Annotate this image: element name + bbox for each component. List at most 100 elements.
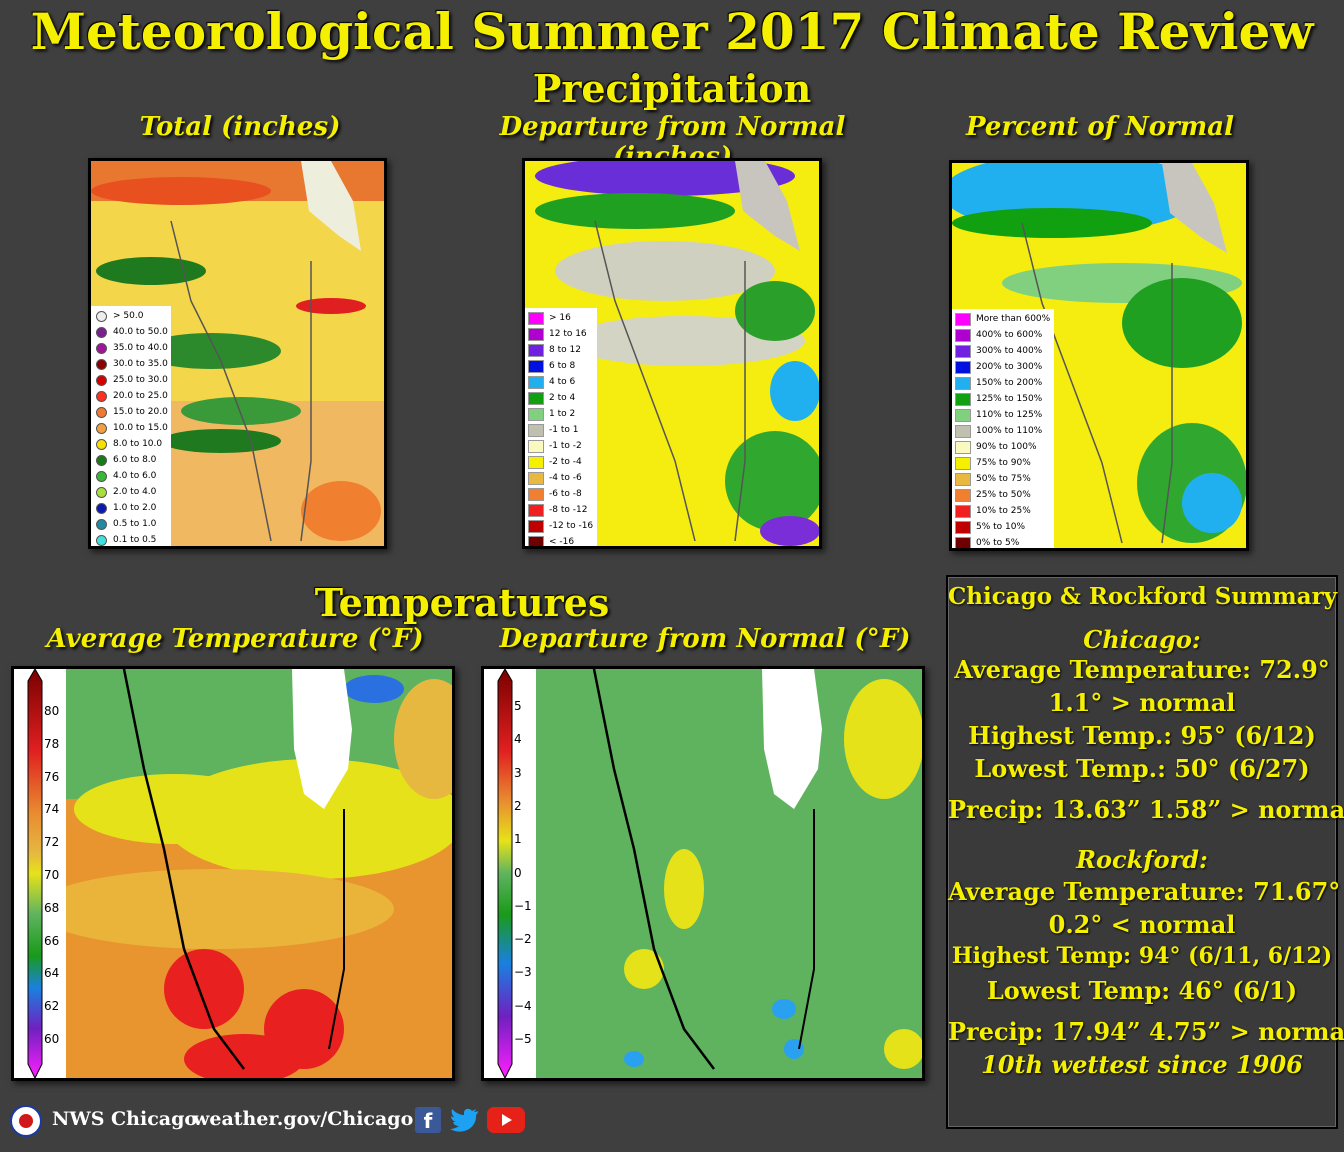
legend-item: 10% to 25% xyxy=(955,503,1051,519)
legend-swatch xyxy=(96,454,107,466)
legend-item: 40.0 to 50.0 xyxy=(94,324,168,340)
colorbar-tick-label: 64 xyxy=(44,966,60,981)
legend-swatch xyxy=(96,486,107,498)
legend-item: 15.0 to 20.0 xyxy=(94,404,168,420)
legend-label: 110% to 125% xyxy=(976,410,1043,420)
rockford-avg-temp: Average Temperature: 71.67° xyxy=(948,877,1341,906)
legend-item: 2 to 4 xyxy=(528,390,594,406)
legend-item: 35.0 to 40.0 xyxy=(94,340,168,356)
legend-label: -12 to -16 xyxy=(549,521,594,531)
legend-item: 20.0 to 25.0 xyxy=(94,388,168,404)
summary-panel: Chicago & Rockford Summary Chicago: Aver… xyxy=(946,575,1344,1129)
legend-label: 40.0 to 50.0 xyxy=(113,327,168,337)
legend-item: 5% to 10% xyxy=(955,519,1051,535)
legend-swatch xyxy=(955,408,971,422)
temp-departure-map: 5 4 3 2 1 0 −1 −2 −3 −4 −5 xyxy=(481,666,925,1081)
legend-label: 0% to 5% xyxy=(976,538,1020,548)
legend-swatch xyxy=(955,488,971,502)
legend-label: 25.0 to 30.0 xyxy=(113,375,168,385)
legend-label: < -16 xyxy=(549,537,575,547)
legend-item: 90% to 100% xyxy=(955,439,1051,455)
colorbar-tick-label: −5 xyxy=(514,1032,532,1046)
legend-swatch xyxy=(955,360,971,374)
legend-label: 15.0 to 20.0 xyxy=(113,407,168,417)
chicago-highest: Highest Temp.: 95° (6/12) xyxy=(968,721,1316,750)
legend-item: 125% to 150% xyxy=(955,391,1051,407)
rockford-note: 10th wettest since 1906 xyxy=(981,1050,1303,1079)
colorbar-tick-label: 5 xyxy=(514,699,522,713)
legend-swatch xyxy=(528,359,544,373)
legend-label: 300% to 400% xyxy=(976,346,1043,356)
colorbar-tick-label: −2 xyxy=(514,932,532,947)
legend-item: 4 to 6 xyxy=(528,374,594,390)
colorbar-tick-label: 70 xyxy=(44,868,60,882)
precip-percent-title: Percent of Normal xyxy=(965,112,1235,142)
legend-swatch xyxy=(96,406,107,418)
legend-item: 100% to 110% xyxy=(955,423,1051,439)
legend-swatch xyxy=(96,438,107,450)
legend-swatch xyxy=(528,455,544,469)
legend-label: 90% to 100% xyxy=(976,442,1037,452)
avg-temp-map-image xyxy=(14,669,452,1078)
legend-label: 6.0 to 8.0 xyxy=(113,455,157,465)
legend-swatch xyxy=(955,328,971,342)
legend-item: 6 to 8 xyxy=(528,358,594,374)
youtube-icon[interactable] xyxy=(487,1107,525,1133)
legend-item: > 50.0 xyxy=(94,308,168,324)
legend-item: -8 to -12 xyxy=(528,502,594,518)
footer-url[interactable]: weather.gov/Chicago xyxy=(193,1108,414,1130)
legend-item: > 16 xyxy=(528,310,594,326)
legend-label: 30.0 to 35.0 xyxy=(113,359,168,369)
summary-heading: Chicago & Rockford Summary xyxy=(948,583,1338,610)
legend-item: 150% to 200% xyxy=(955,375,1051,391)
legend-label: > 16 xyxy=(549,313,571,323)
legend-swatch xyxy=(96,342,107,354)
colorbar-tick-label: −3 xyxy=(514,965,532,980)
legend-label: 0.1 to 0.5 xyxy=(113,535,157,545)
legend-label: 200% to 300% xyxy=(976,362,1043,372)
page-title: Meteorological Summer 2017 Climate Revie… xyxy=(30,2,1314,61)
legend-label: 400% to 600% xyxy=(976,330,1043,340)
legend-item: 0.5 to 1.0 xyxy=(94,516,168,532)
precip-total-legend: > 50.0 40.0 to 50.0 35.0 to 40.0 30.0 to 35… xyxy=(91,306,171,546)
legend-swatch xyxy=(96,310,107,322)
legend-label: 5% to 10% xyxy=(976,522,1026,532)
legend-swatch xyxy=(96,422,107,434)
legend-swatch xyxy=(955,376,971,390)
legend-label: -2 to -4 xyxy=(549,457,582,467)
rockford-departure: 0.2° < normal xyxy=(1048,910,1236,939)
colorbar-tick-label: −1 xyxy=(514,898,532,913)
temp-departure-colorbar: 5 4 3 2 1 0 −1 −2 −3 −4 −5 xyxy=(484,669,536,1078)
precip-departure-title: Departure from Normal (inches) xyxy=(499,112,846,172)
legend-swatch xyxy=(955,440,971,454)
legend-item: More than 600% xyxy=(955,311,1051,327)
rockford-precip: Precip: 17.94” 4.75” > normal xyxy=(948,1017,1344,1046)
legend-label: 50% to 75% xyxy=(976,474,1031,484)
legend-label: -6 to -8 xyxy=(549,489,582,499)
legend-item: 50% to 75% xyxy=(955,471,1051,487)
colorbar-tick-label: 74 xyxy=(44,802,60,817)
legend-swatch xyxy=(96,390,107,402)
legend-label: 4 to 6 xyxy=(549,377,576,387)
legend-item: 300% to 400% xyxy=(955,343,1051,359)
legend-item: -1 to 1 xyxy=(528,422,594,438)
temp-departure-map-image xyxy=(484,669,922,1078)
avg-temp-colorbar: 80 78 76 74 72 70 68 66 64 62 60 xyxy=(14,669,66,1078)
legend-swatch xyxy=(955,536,971,548)
facebook-icon[interactable]: f xyxy=(415,1107,441,1133)
twitter-icon[interactable] xyxy=(450,1107,480,1133)
legend-swatch xyxy=(528,535,544,546)
precip-total-map: > 50.0 40.0 to 50.0 35.0 to 40.0 30.0 to 35… xyxy=(88,158,387,549)
legend-label: 2.0 to 4.0 xyxy=(113,487,157,497)
temps-heading: Temperatures xyxy=(314,580,610,625)
avg-temp-map: 80 78 76 74 72 70 68 66 64 62 60 xyxy=(11,666,455,1081)
legend-item: 75% to 90% xyxy=(955,455,1051,471)
colorbar-tick-label: 2 xyxy=(514,798,522,813)
legend-label: -1 to 1 xyxy=(549,425,579,435)
colorbar-tick-label: 80 xyxy=(44,704,60,718)
legend-item: -1 to -2 xyxy=(528,438,594,454)
legend-swatch xyxy=(528,471,544,485)
legend-swatch xyxy=(528,487,544,501)
legend-label: 75% to 90% xyxy=(976,458,1031,468)
legend-item: 400% to 600% xyxy=(955,327,1051,343)
